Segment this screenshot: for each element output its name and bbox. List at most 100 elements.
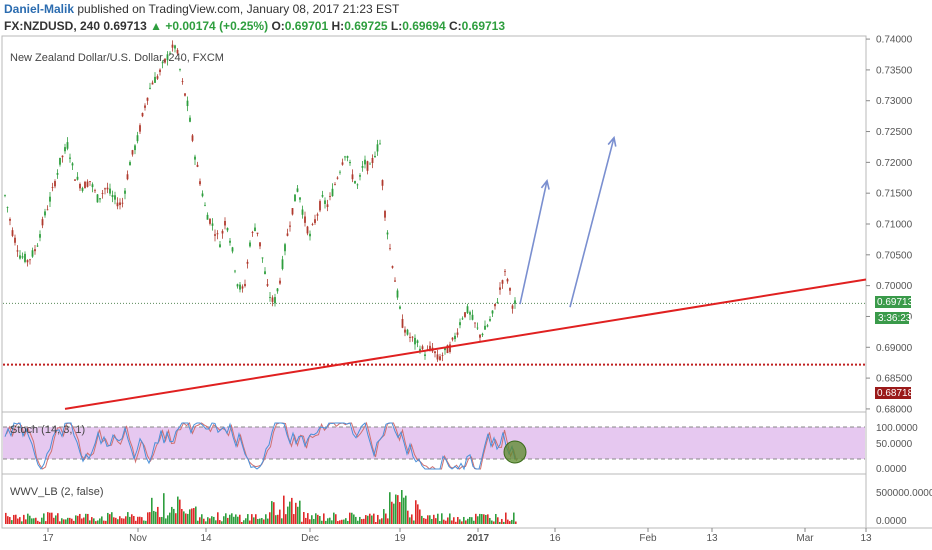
volume-bar (89, 520, 91, 524)
stoch-k-line (4, 422, 516, 471)
candle-body (326, 204, 329, 208)
volume-bar (403, 497, 405, 524)
volume-bar (377, 514, 379, 524)
volume-bar (5, 512, 7, 524)
volume-bar (115, 517, 117, 524)
volume-bar (185, 513, 187, 524)
volume-bar (253, 517, 255, 524)
volume-bar (203, 518, 205, 524)
volume-bar (169, 512, 171, 524)
volume-bar (35, 517, 37, 524)
volume-bar (179, 499, 181, 524)
candle-body (316, 214, 319, 216)
volume-bar (55, 515, 57, 524)
stoch-title: Stoch (14, 3, 1) (10, 424, 85, 436)
candle-body (471, 314, 474, 320)
candle-body (201, 193, 204, 197)
candle-body (351, 174, 354, 180)
volume-bar (513, 512, 515, 524)
volume-bar (71, 518, 73, 524)
volume-bar (313, 518, 315, 524)
volume-bar (205, 521, 207, 524)
candle-body (109, 188, 111, 194)
candle-body (479, 334, 481, 338)
open-label: O: (271, 19, 285, 33)
candle-body (151, 82, 154, 85)
volume-bar (133, 516, 135, 524)
volume-bar (491, 520, 493, 524)
candle-body (194, 156, 196, 160)
candle-body (489, 319, 491, 321)
up-arrow-icon: ▲ (150, 19, 162, 33)
volume-bar (445, 520, 447, 524)
candle-body (506, 279, 509, 282)
candle-body (196, 164, 199, 167)
volume-bar (515, 521, 517, 524)
volume-bar (259, 518, 261, 524)
candle-body (136, 135, 139, 142)
volume-bar (415, 500, 417, 524)
volume-bar (437, 513, 439, 524)
volume-bar (221, 521, 223, 524)
volume-bar (435, 518, 437, 524)
candle-body (159, 69, 161, 73)
volume-bar (347, 520, 349, 524)
candle-body (4, 195, 6, 196)
volume-bar (163, 493, 165, 524)
trendline[interactable] (64, 278, 867, 410)
candle-body (171, 44, 174, 48)
author-link[interactable]: Daniel-Malik (4, 2, 75, 16)
time-tick-label: Mar (796, 533, 814, 544)
price-tick-label: 0.70000 (876, 281, 913, 292)
volume-bar (63, 519, 65, 524)
volume-bar (7, 516, 9, 524)
price-tick-label: 0.73500 (876, 65, 913, 76)
price-axis: 0.74000 0.73500 0.73000 0.72500 0.72000 0.715… (866, 35, 913, 415)
open-value: 0.69701 (284, 19, 329, 33)
volume-bar (441, 513, 443, 524)
price-tick-label: 0.72000 (876, 158, 913, 169)
candle-body (126, 174, 129, 180)
candle-body (331, 188, 334, 197)
volume-bar (297, 506, 299, 524)
candle-body (384, 211, 386, 218)
volume-bar (103, 520, 105, 524)
candle-body (206, 214, 209, 220)
candle-body (49, 196, 51, 202)
candle-body (184, 93, 186, 96)
volume-bar (91, 517, 93, 524)
volume-bar (93, 518, 95, 524)
volume-bar (47, 512, 49, 524)
candle-body (319, 201, 321, 211)
candle-body (41, 219, 44, 226)
candle-body (406, 329, 409, 335)
volume-bar (443, 519, 445, 524)
volume-bar (167, 515, 169, 524)
price-tick-label: 0.68000 (876, 404, 913, 415)
volume-bar (255, 514, 257, 524)
volume-bar (273, 502, 275, 524)
candle-body (229, 240, 231, 243)
candle-body (456, 332, 459, 335)
volume-bar (365, 515, 367, 524)
candle-body (34, 249, 36, 252)
volume-bar (153, 510, 155, 524)
volume-bar (243, 520, 245, 524)
candle-body (44, 211, 46, 216)
volume-bar (19, 517, 21, 524)
price-change: +0.00174 (+0.25%) (165, 19, 269, 33)
candle-body (74, 179, 76, 181)
volume-bar (181, 508, 183, 524)
candle-body (16, 250, 19, 252)
arrow-head (607, 135, 617, 147)
projection-arrows[interactable] (519, 135, 617, 308)
candle-body (246, 261, 249, 264)
candle-body (424, 354, 426, 356)
candle-body (161, 62, 164, 64)
volume-bar (271, 501, 273, 524)
countdown-tag-bg (875, 312, 909, 324)
price-tick-label: 0.71500 (876, 189, 913, 200)
candle-body (391, 266, 394, 268)
candle-body (354, 181, 356, 184)
